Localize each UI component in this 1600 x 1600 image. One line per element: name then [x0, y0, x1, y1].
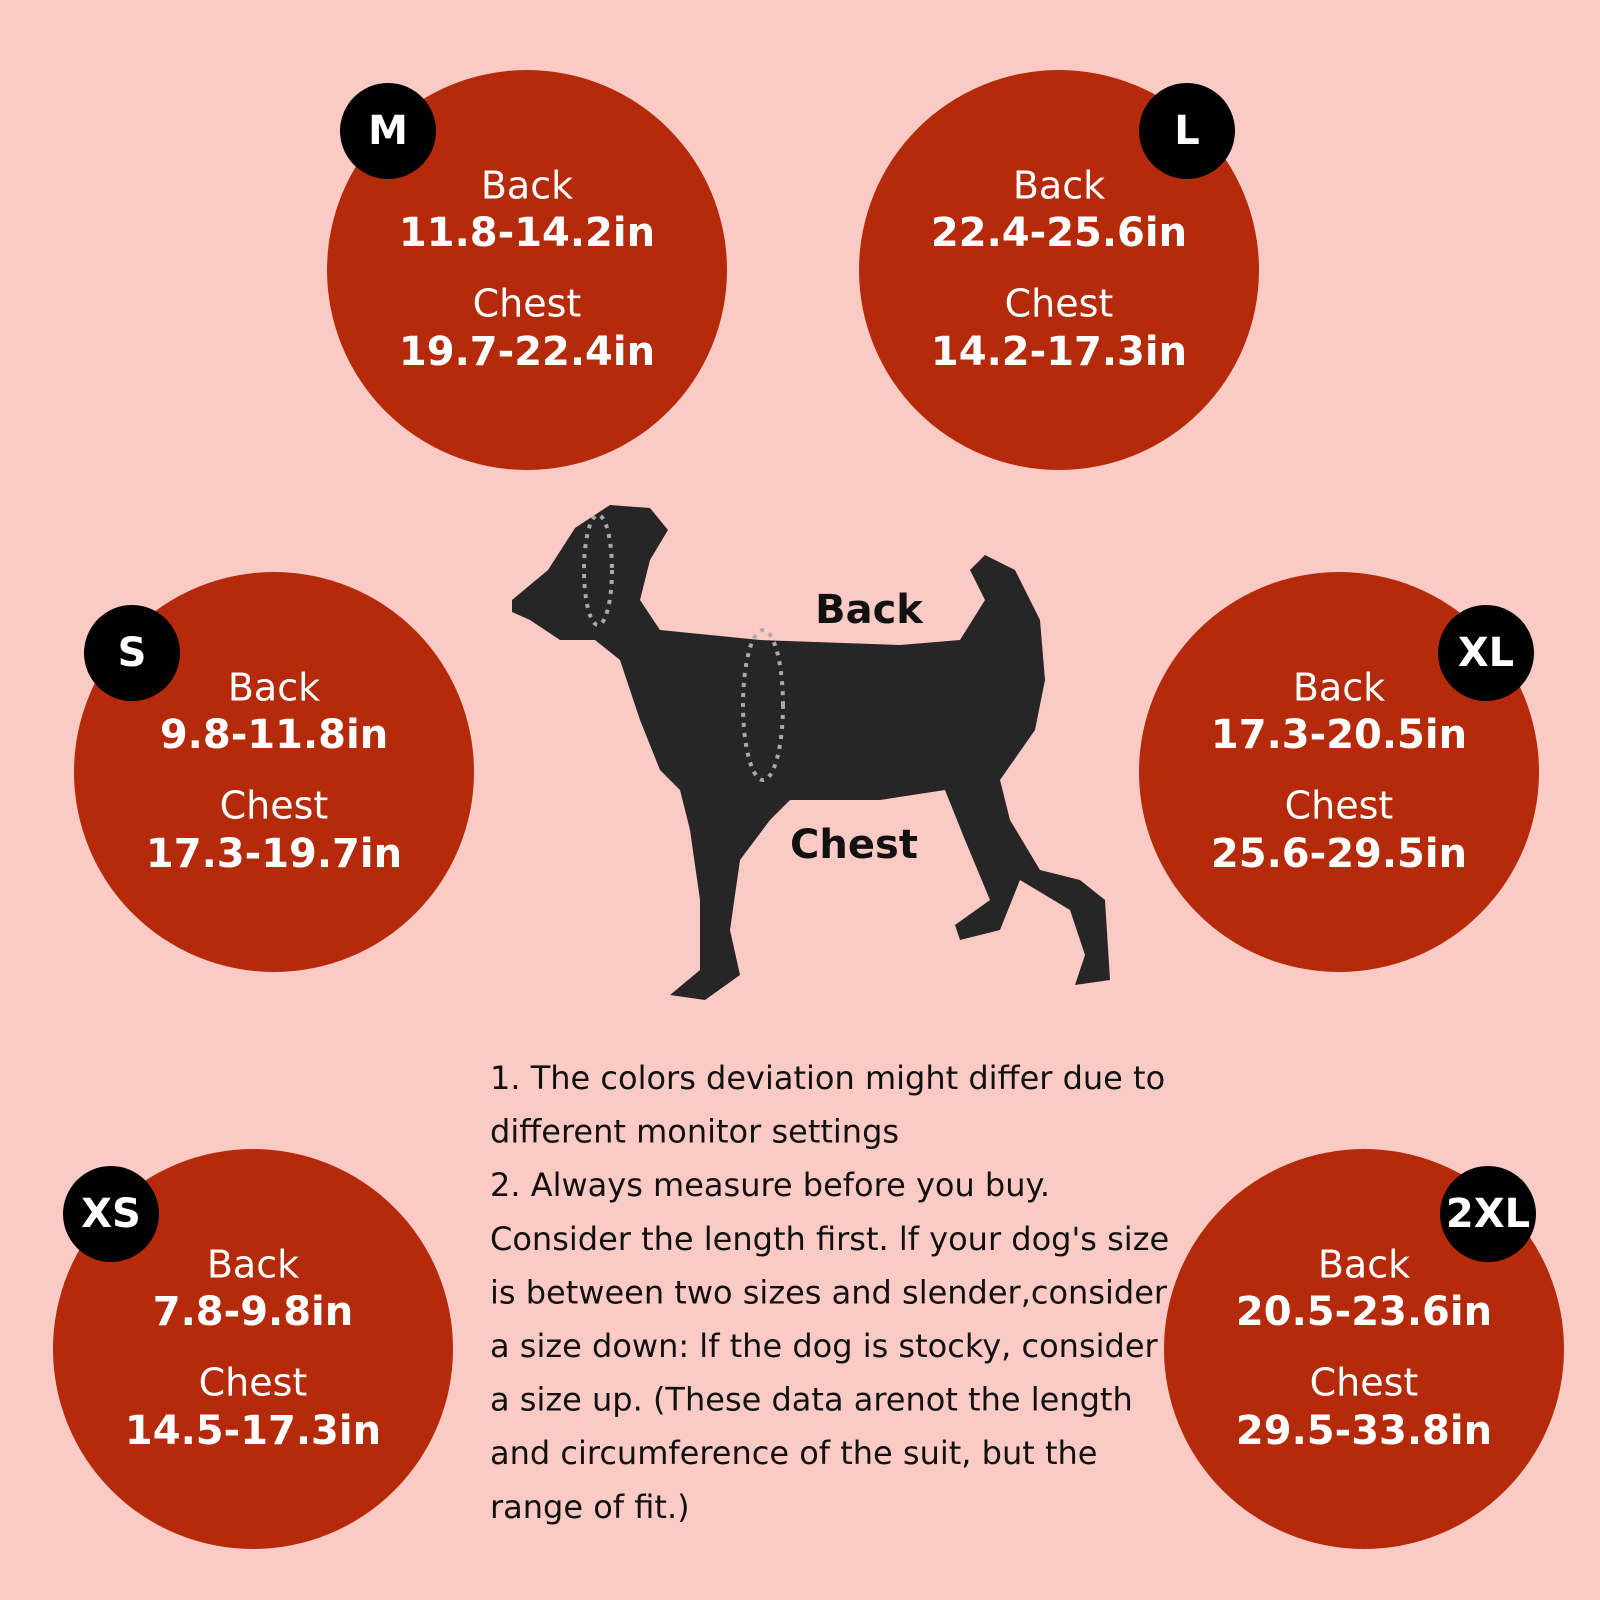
note-line: 1. The colors deviation might differ due… [490, 1059, 1165, 1097]
chest-value: 25.6-29.5in [1211, 831, 1467, 877]
back-label: Back [481, 164, 573, 208]
chest-value: 19.7-22.4in [399, 329, 655, 375]
back-label: Back [1013, 164, 1105, 208]
dog-silhouette [512, 505, 1110, 1000]
size-badge [340, 83, 436, 179]
note-line: Consider the length first. lf your dog's… [490, 1220, 1169, 1258]
back-value: 17.3-20.5in [1211, 712, 1467, 758]
chest-value: 14.2-17.3in [931, 329, 1187, 375]
note-line: range of fit.) [490, 1488, 690, 1526]
back-value: 7.8-9.8in [153, 1289, 354, 1335]
note-line: 2. Always measure before you buy. [490, 1166, 1050, 1204]
chest-label: Chest [1310, 1361, 1419, 1405]
back-label: Back [1293, 666, 1385, 710]
note-line: a size up. (These data arenot the length [490, 1381, 1133, 1419]
note-line: different monitor settings [490, 1113, 899, 1151]
note-line: is between two sizes and slender,conside… [490, 1273, 1168, 1311]
note-line: and circumference of the suit, but the [490, 1434, 1097, 1472]
dog-chest-label: Chest [790, 822, 918, 868]
size-name: XL [1458, 630, 1514, 676]
size-name: M [368, 108, 408, 154]
chest-value: 14.5-17.3in [125, 1408, 381, 1454]
size-circle [53, 1149, 453, 1549]
size-circle [859, 70, 1259, 470]
chest-label: Chest [199, 1361, 308, 1405]
size-circle [1139, 572, 1539, 972]
size-badge [1139, 83, 1235, 179]
chest-value: 17.3-19.7in [146, 831, 402, 877]
chest-label: Chest [1285, 784, 1394, 828]
size-circle [327, 70, 727, 470]
note-line: a size down: lf the dog is stocky, consi… [490, 1327, 1159, 1365]
chest-label: Chest [473, 282, 582, 326]
back-value: 20.5-23.6in [1236, 1289, 1492, 1335]
size-name: L [1174, 108, 1200, 154]
size-badge [1440, 1166, 1536, 1262]
back-label: Back [1318, 1243, 1410, 1287]
back-value: 9.8-11.8in [160, 712, 388, 758]
size-badge [63, 1166, 159, 1262]
dog-back-label: Back [815, 587, 924, 633]
chest-value: 29.5-33.8in [1236, 1408, 1492, 1454]
back-value: 22.4-25.6in [931, 210, 1187, 256]
chest-label: Chest [1005, 282, 1114, 326]
size-name: S [118, 630, 147, 676]
size-name: 2XL [1446, 1191, 1530, 1237]
size-badge [1438, 605, 1534, 701]
back-value: 11.8-14.2in [399, 210, 655, 256]
chest-label: Chest [220, 784, 329, 828]
back-label: Back [207, 1243, 299, 1287]
size-badge [84, 605, 180, 701]
back-label: Back [228, 666, 320, 710]
size-name: XS [81, 1191, 141, 1237]
